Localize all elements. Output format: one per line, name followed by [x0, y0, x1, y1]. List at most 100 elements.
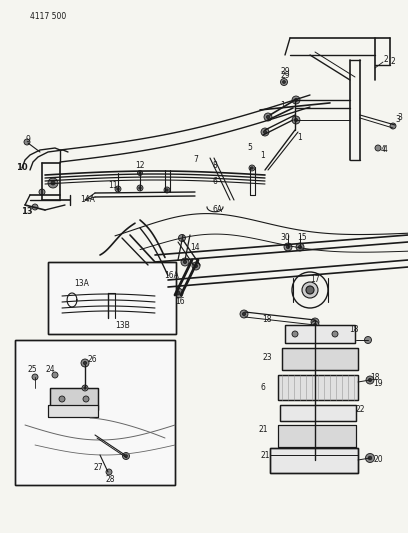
Circle shape — [164, 187, 170, 193]
Bar — [15, 340, 175, 485]
Text: 4117 500: 4117 500 — [30, 12, 66, 21]
Circle shape — [368, 378, 372, 382]
Circle shape — [292, 331, 298, 337]
Circle shape — [83, 361, 86, 365]
Circle shape — [368, 456, 372, 460]
Text: 4: 4 — [381, 146, 386, 155]
Circle shape — [51, 181, 55, 185]
Text: 3: 3 — [396, 116, 400, 125]
Text: 13A: 13A — [74, 279, 89, 287]
Bar — [285, 325, 355, 343]
Text: 10: 10 — [16, 164, 28, 173]
Text: 19: 19 — [373, 378, 383, 387]
Circle shape — [173, 288, 183, 298]
Circle shape — [82, 385, 88, 391]
Circle shape — [137, 185, 143, 191]
Circle shape — [313, 320, 317, 324]
Circle shape — [313, 324, 317, 327]
Circle shape — [295, 99, 297, 102]
Circle shape — [24, 139, 30, 145]
Text: 8: 8 — [213, 160, 217, 169]
Circle shape — [184, 261, 186, 264]
Circle shape — [292, 96, 300, 104]
Text: 2: 2 — [390, 58, 395, 67]
Circle shape — [83, 396, 89, 402]
Text: 16A: 16A — [164, 271, 180, 279]
Text: 1: 1 — [261, 150, 265, 159]
Circle shape — [48, 178, 58, 188]
Circle shape — [281, 78, 288, 85]
Circle shape — [139, 187, 141, 189]
Circle shape — [306, 286, 314, 294]
Bar — [15, 340, 175, 485]
Circle shape — [81, 359, 89, 367]
Circle shape — [311, 318, 319, 326]
Text: 27: 27 — [93, 463, 103, 472]
Circle shape — [249, 165, 255, 171]
Text: 29: 29 — [280, 70, 290, 79]
Circle shape — [295, 118, 297, 122]
Circle shape — [117, 188, 119, 190]
Bar — [270, 448, 358, 473]
Text: 28: 28 — [105, 474, 115, 483]
Bar — [48, 262, 176, 334]
Text: 22: 22 — [355, 406, 365, 415]
Bar — [285, 325, 355, 343]
Circle shape — [284, 243, 292, 251]
Bar — [280, 405, 356, 421]
Text: 6A: 6A — [213, 206, 223, 214]
Circle shape — [139, 172, 141, 174]
Text: 17: 17 — [310, 276, 320, 285]
Text: 11: 11 — [108, 181, 118, 190]
Circle shape — [115, 186, 121, 192]
Circle shape — [298, 245, 302, 248]
Text: 15: 15 — [297, 233, 307, 243]
Bar — [278, 375, 358, 400]
Circle shape — [166, 189, 168, 191]
Text: 7: 7 — [193, 156, 198, 165]
Circle shape — [179, 235, 186, 241]
Text: 18: 18 — [370, 374, 380, 383]
Circle shape — [261, 128, 269, 136]
Text: 3: 3 — [397, 114, 402, 123]
Circle shape — [366, 376, 374, 384]
Circle shape — [124, 455, 127, 457]
Bar — [48, 405, 98, 417]
Circle shape — [59, 396, 65, 402]
Circle shape — [313, 454, 317, 457]
Text: 14A: 14A — [80, 196, 95, 205]
Circle shape — [106, 469, 112, 475]
Circle shape — [302, 282, 318, 298]
Circle shape — [84, 387, 86, 389]
Text: 18: 18 — [349, 326, 359, 335]
Text: 9: 9 — [26, 135, 31, 144]
Bar — [282, 348, 358, 370]
Text: 12: 12 — [135, 160, 145, 169]
Text: 21: 21 — [258, 425, 268, 434]
Text: 2: 2 — [384, 55, 388, 64]
Text: 30: 30 — [280, 233, 290, 243]
Bar — [280, 405, 356, 421]
Text: 5: 5 — [248, 143, 253, 152]
Circle shape — [181, 258, 189, 266]
Bar — [278, 425, 356, 447]
Circle shape — [364, 336, 372, 343]
Circle shape — [39, 189, 45, 195]
Circle shape — [266, 116, 270, 119]
Circle shape — [194, 264, 197, 268]
Bar — [278, 375, 358, 400]
Circle shape — [192, 262, 200, 270]
Circle shape — [390, 123, 396, 129]
Text: 4: 4 — [383, 146, 388, 155]
Text: 25: 25 — [27, 366, 37, 375]
Text: 29: 29 — [280, 68, 290, 77]
Text: 1: 1 — [281, 101, 285, 109]
Text: 13B: 13B — [115, 320, 130, 329]
Circle shape — [311, 321, 319, 329]
Bar — [50, 388, 98, 410]
Text: 14: 14 — [190, 244, 200, 253]
Bar — [270, 448, 358, 473]
Text: 26: 26 — [87, 356, 97, 365]
Bar — [48, 405, 98, 417]
Circle shape — [311, 451, 319, 459]
